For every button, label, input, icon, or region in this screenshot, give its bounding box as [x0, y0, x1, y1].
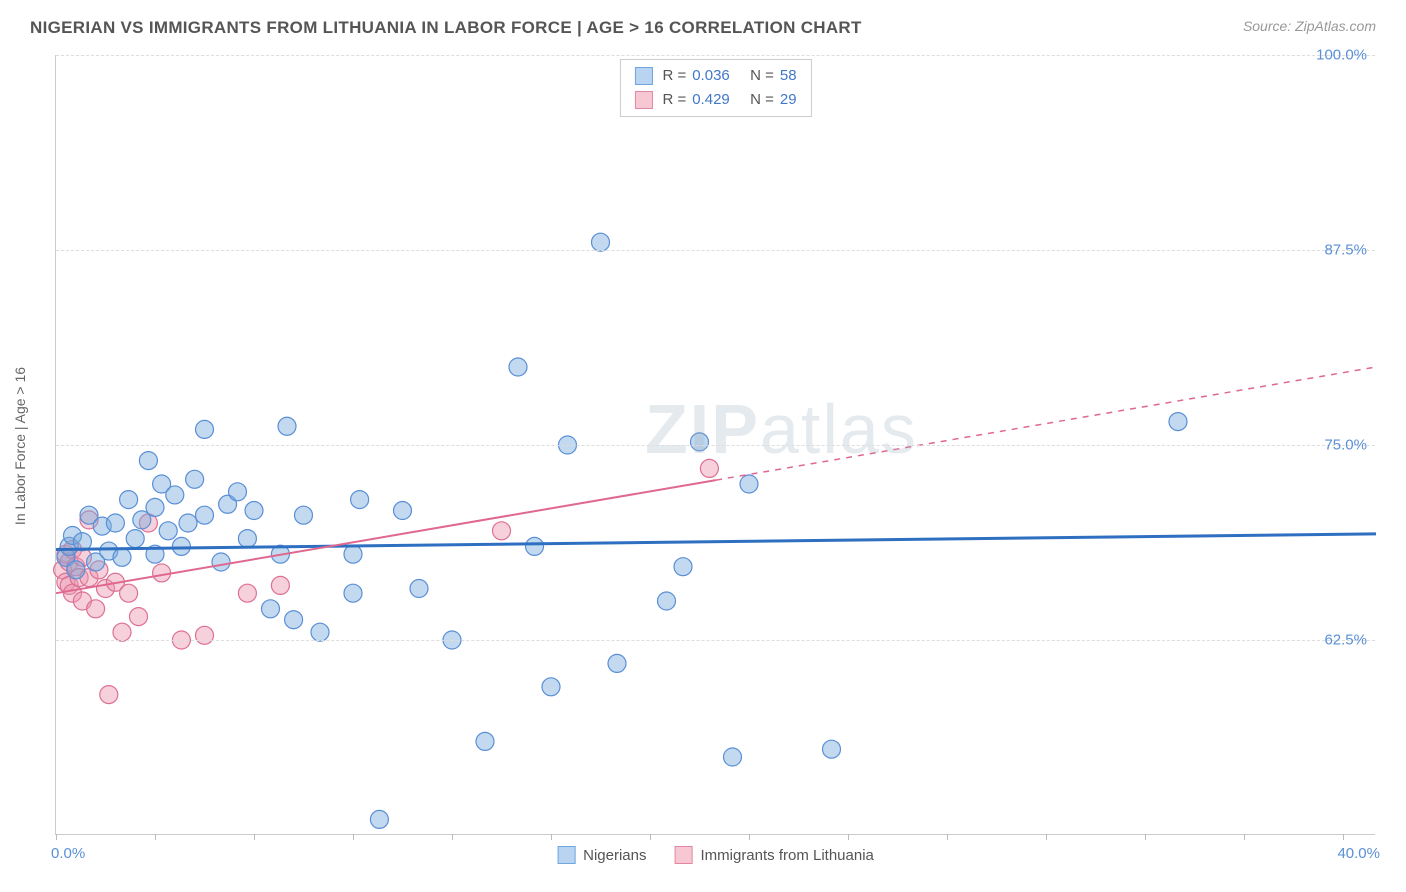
- x-tick-mark: [1145, 834, 1146, 840]
- series-b-swatch: [634, 91, 652, 109]
- x-tick-mark: [749, 834, 750, 840]
- x-tick-mark: [848, 834, 849, 840]
- legend: Nigerians Immigrants from Lithuania: [557, 846, 874, 864]
- legend-label: Immigrants from Lithuania: [700, 847, 873, 864]
- legend-item: Immigrants from Lithuania: [674, 846, 873, 864]
- x-tick-mark: [551, 834, 552, 840]
- legend-swatch-a: [557, 846, 575, 864]
- y-tick-label: 75.0%: [1324, 437, 1367, 454]
- x-tick-mark: [1244, 834, 1245, 840]
- y-tick-label: 62.5%: [1324, 632, 1367, 649]
- gridline: [56, 55, 1375, 56]
- x-tick-mark: [1343, 834, 1344, 840]
- chart-plot-area: ZIPatlas R =0.036 N =58 R =0.429 N =29 0…: [55, 55, 1375, 835]
- x-tick-mark: [353, 834, 354, 840]
- y-tick-label: 87.5%: [1324, 242, 1367, 259]
- x-tick-mark: [947, 834, 948, 840]
- x-tick-mark: [650, 834, 651, 840]
- gridline: [56, 640, 1375, 641]
- legend-swatch-b: [674, 846, 692, 864]
- series-a-swatch: [634, 67, 652, 85]
- x-tick-mark: [155, 834, 156, 840]
- x-axis-min-label: 0.0%: [51, 845, 85, 862]
- legend-item: Nigerians: [557, 846, 646, 864]
- correlation-stats-box: R =0.036 N =58 R =0.429 N =29: [619, 59, 811, 117]
- gridline: [56, 445, 1375, 446]
- legend-label: Nigerians: [583, 847, 646, 864]
- x-tick-mark: [452, 834, 453, 840]
- y-tick-label: 100.0%: [1316, 47, 1367, 64]
- stats-row: R =0.429 N =29: [634, 88, 796, 112]
- chart-title: NIGERIAN VS IMMIGRANTS FROM LITHUANIA IN…: [30, 18, 862, 38]
- gridline: [56, 250, 1375, 251]
- x-tick-mark: [56, 834, 57, 840]
- x-tick-mark: [254, 834, 255, 840]
- source-attribution: Source: ZipAtlas.com: [1243, 18, 1376, 38]
- stats-row: R =0.036 N =58: [634, 64, 796, 88]
- x-axis-max-label: 40.0%: [1337, 845, 1380, 862]
- x-tick-mark: [1046, 834, 1047, 840]
- y-axis-label: In Labor Force | Age > 16: [12, 367, 28, 525]
